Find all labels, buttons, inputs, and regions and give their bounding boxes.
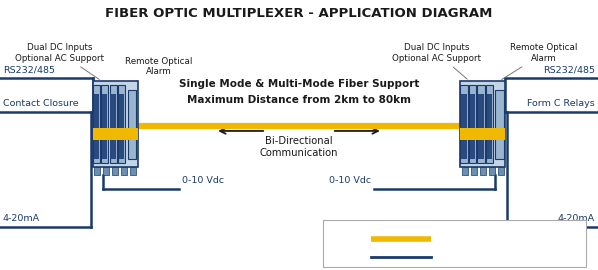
Text: RS232/485: RS232/485 — [543, 65, 595, 74]
Bar — [478, 94, 484, 159]
Text: Single Mode & Multi-Mode Fiber Support: Single Mode & Multi-Mode Fiber Support — [179, 79, 419, 89]
Bar — [461, 94, 467, 159]
Bar — [119, 94, 124, 159]
Text: Contact Closure: Contact Closure — [3, 99, 78, 108]
Text: 4-20mA: 4-20mA — [3, 214, 40, 223]
Bar — [323, 220, 586, 267]
Bar — [486, 85, 493, 163]
Text: 0-10 Vdc: 0-10 Vdc — [329, 177, 371, 185]
Bar — [460, 85, 468, 163]
Bar — [462, 167, 468, 175]
Bar — [112, 167, 118, 175]
Text: 0-10 Vdc: 0-10 Vdc — [182, 177, 224, 185]
Bar — [94, 167, 100, 175]
Bar — [460, 81, 505, 167]
Text: - Indicates fiber optic cable: - Indicates fiber optic cable — [440, 234, 563, 244]
Bar — [469, 85, 476, 163]
Text: Maximum Distance from 2km to 80km: Maximum Distance from 2km to 80km — [187, 95, 411, 105]
Bar — [111, 94, 116, 159]
Bar — [130, 167, 136, 175]
Bar — [495, 90, 504, 159]
Text: RS232/485: RS232/485 — [3, 65, 55, 74]
Text: Key: Key — [340, 222, 361, 232]
Bar — [93, 94, 99, 159]
Bar — [469, 94, 475, 159]
Bar — [460, 128, 505, 140]
Bar — [128, 90, 136, 159]
Bar — [109, 85, 117, 163]
Text: Dual DC Inputs
Optional AC Support: Dual DC Inputs Optional AC Support — [16, 43, 104, 79]
Text: FIBER OPTIC MULTIPLEXER - APPLICATION DIAGRAM: FIBER OPTIC MULTIPLEXER - APPLICATION DI… — [105, 7, 493, 20]
Bar — [102, 94, 108, 159]
Bar — [93, 81, 138, 167]
Bar — [93, 128, 138, 140]
Text: Dual DC Inputs
Optional AC Support: Dual DC Inputs Optional AC Support — [392, 43, 481, 79]
Bar — [477, 85, 484, 163]
Text: - indicates copper cable: - indicates copper cable — [440, 252, 548, 261]
Bar — [489, 167, 495, 175]
Bar — [93, 81, 138, 167]
Bar — [93, 85, 100, 163]
Bar — [101, 85, 108, 163]
Bar — [487, 94, 492, 159]
Bar — [471, 167, 477, 175]
Bar — [121, 167, 127, 175]
Bar — [103, 167, 109, 175]
Bar — [118, 85, 126, 163]
Bar — [480, 167, 486, 175]
Text: 4-20mA: 4-20mA — [558, 214, 595, 223]
Text: Remote Optical
Alarm: Remote Optical Alarm — [502, 43, 578, 80]
Text: Bi-Directional
Communication: Bi-Directional Communication — [260, 136, 338, 158]
Text: Remote Optical
Alarm: Remote Optical Alarm — [125, 57, 192, 82]
Text: Form C Relays: Form C Relays — [527, 99, 595, 108]
Bar — [498, 167, 504, 175]
Bar — [460, 81, 505, 167]
